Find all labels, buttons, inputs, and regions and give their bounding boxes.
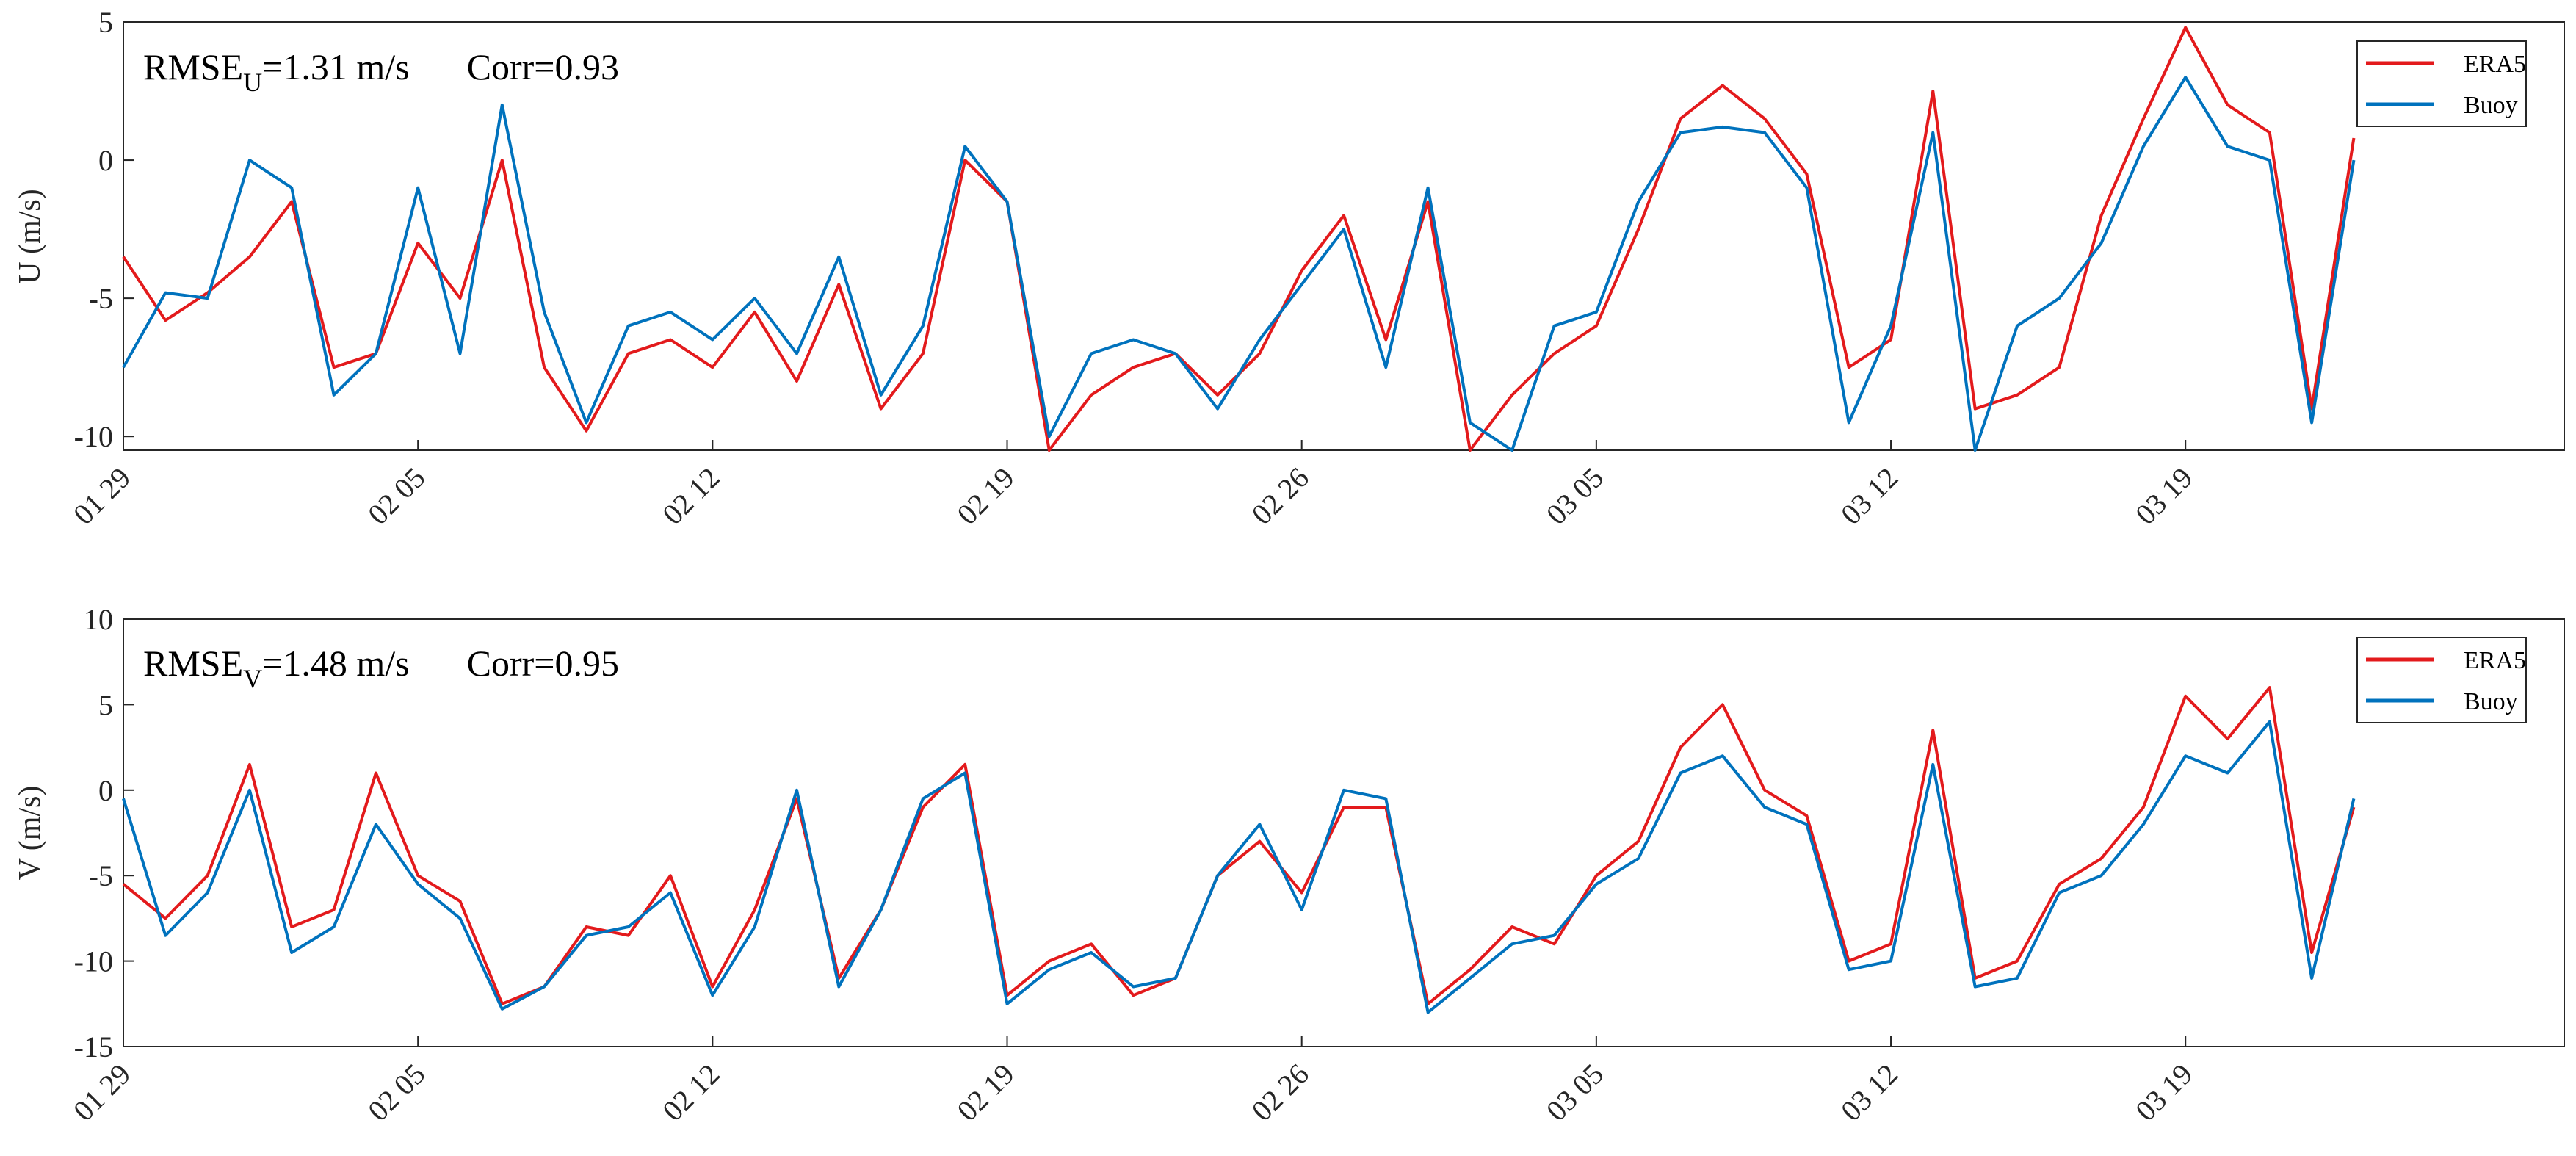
legend-label-era5-u: ERA5 [2464, 51, 2526, 78]
ytick-label: -15 [74, 1030, 113, 1063]
ylabel-u: U (m/s) [13, 189, 47, 284]
ytick-label: -5 [89, 859, 113, 892]
xtick-label: 03 19 [2129, 461, 2199, 531]
rmse-sub-u: U [243, 68, 262, 97]
ytick-label: 0 [98, 774, 113, 807]
xticks-u: 01 29 02 05 02 12 02 19 02 26 03 05 03 12 03 19 [67, 440, 2199, 531]
rmse-value-v: =1.48 m/s [262, 643, 409, 684]
ytick-label: 5 [98, 688, 113, 721]
rmse-sub-v: V [243, 664, 262, 693]
rmse-prefix-u: RMSE [143, 46, 243, 87]
series-v [122, 686, 2356, 1014]
series-line-buoy-u [122, 76, 2356, 452]
xtick-label: 02 19 [950, 1058, 1020, 1127]
series-u [122, 26, 2356, 452]
xtick-label: 03 12 [1834, 461, 1904, 531]
yticks-v: -15 -10 -5 0 5 10 [74, 603, 134, 1063]
rmse-prefix-v: RMSE [143, 643, 243, 684]
rmse-value-u: =1.31 m/s [262, 46, 409, 87]
xtick-label: 03 05 [1540, 1058, 1610, 1127]
xtick-label: 02 26 [1245, 461, 1315, 531]
corr-u: Corr=0.93 [467, 46, 619, 87]
xtick-label: 02 19 [950, 461, 1020, 531]
legend-label-era5-v: ERA5 [2464, 647, 2526, 674]
ytick-label: -5 [89, 282, 113, 315]
legend-label-buoy-u: Buoy [2464, 92, 2518, 119]
xtick-label: 01 29 [67, 1058, 137, 1127]
legend-label-buoy-v: Buoy [2464, 688, 2518, 715]
xtick-label: 02 26 [1245, 1058, 1315, 1127]
corr-v: Corr=0.95 [467, 643, 619, 684]
legend-u: ERA5 Buoy [2356, 40, 2527, 127]
xtick-label: 03 12 [1834, 1058, 1904, 1127]
annotation-v: RMSEV=1.48 m/s Corr=0.95 [143, 643, 619, 693]
yticks-u: -10 -5 0 5 [74, 6, 134, 453]
xtick-label: 02 05 [361, 461, 431, 531]
ytick-label: 10 [84, 603, 113, 636]
annotation-u: RMSEU=1.31 m/s Corr=0.93 [143, 46, 619, 97]
xtick-label: 03 05 [1540, 461, 1610, 531]
xtick-label: 02 05 [361, 1058, 431, 1127]
series-line-era5-v [122, 686, 2356, 1005]
xtick-label: 01 29 [67, 461, 137, 531]
panel-u: -10 -5 0 5 01 29 02 05 02 12 02 19 02 26 03 05 03… [13, 6, 2565, 531]
ytick-label: -10 [74, 945, 113, 978]
legend-v: ERA5 Buoy [2356, 637, 2527, 723]
ylabel-v: V (m/s) [13, 786, 47, 881]
xtick-label: 02 12 [656, 1058, 726, 1127]
xtick-label: 03 19 [2129, 1058, 2199, 1127]
xtick-label: 02 12 [656, 461, 726, 531]
ytick-label: -10 [74, 420, 113, 453]
series-line-buoy-v [122, 720, 2356, 1014]
panel-v: -15 -10 -5 0 5 10 01 29 02 05 02 12 02 19 02 26 03… [13, 603, 2565, 1127]
ytick-label: 5 [98, 6, 113, 39]
legend-box-u [2356, 40, 2527, 127]
legend-box-v [2356, 637, 2527, 723]
ytick-label: 0 [98, 144, 113, 177]
xticks-v: 01 29 02 05 02 12 02 19 02 26 03 05 03 12 03 19 [67, 1036, 2199, 1127]
plot-area-v [123, 618, 2565, 1047]
